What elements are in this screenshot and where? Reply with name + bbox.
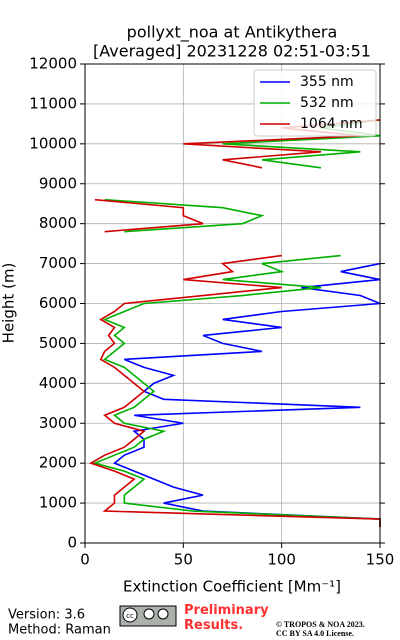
chart-subtitle: [Averaged] 20231228 02:51-03:51	[93, 42, 371, 61]
svg-text:cc: cc	[126, 612, 134, 620]
legend-label: 355 nm	[300, 74, 354, 90]
method: Method: Raman	[8, 623, 111, 638]
legend-box	[253, 69, 377, 137]
version: Version: 3.6	[8, 608, 85, 623]
y-tick-label: 8000	[39, 214, 77, 232]
chart-title: pollyxt_noa at Antikythera	[127, 23, 338, 43]
data-line	[112, 262, 381, 528]
y-tick-label: 9000	[39, 174, 77, 192]
y-tick-label: 5000	[39, 334, 77, 352]
y-tick-label: 12000	[29, 55, 77, 73]
x-tick-label: 50	[174, 551, 193, 569]
y-axis-label: Height (m)	[0, 263, 18, 344]
y-tick-label: 11000	[29, 94, 77, 112]
data-line	[92, 119, 381, 528]
y-tick-label: 10000	[29, 134, 77, 152]
status: Preliminary Results.	[184, 603, 269, 633]
y-tick-label: 1000	[39, 494, 77, 512]
copyright: © TROPOS & NOA 2023.	[276, 620, 365, 629]
y-tick-label: 2000	[39, 454, 77, 472]
y-tick-label: 4000	[39, 374, 77, 392]
x-tick-label: 100	[267, 551, 296, 569]
y-tick-label: 6000	[39, 294, 77, 312]
legend-label: 1064 nm	[300, 116, 363, 132]
legend-label: 532 nm	[300, 95, 354, 111]
x-tick-label: 150	[366, 551, 395, 569]
x-tick-label: 0	[80, 551, 90, 569]
plot-frame	[84, 63, 381, 544]
y-tick-label: 7000	[39, 254, 77, 272]
data-line	[88, 119, 381, 528]
y-tick-label: 3000	[39, 414, 77, 432]
x-axis-label: Extinction Coefficient [Mm⁻¹]	[123, 578, 341, 596]
y-tick-label: 0	[67, 534, 77, 552]
license: CC BY SA 4.0 License.	[276, 629, 354, 638]
cc-logo: cc	[119, 605, 177, 627]
